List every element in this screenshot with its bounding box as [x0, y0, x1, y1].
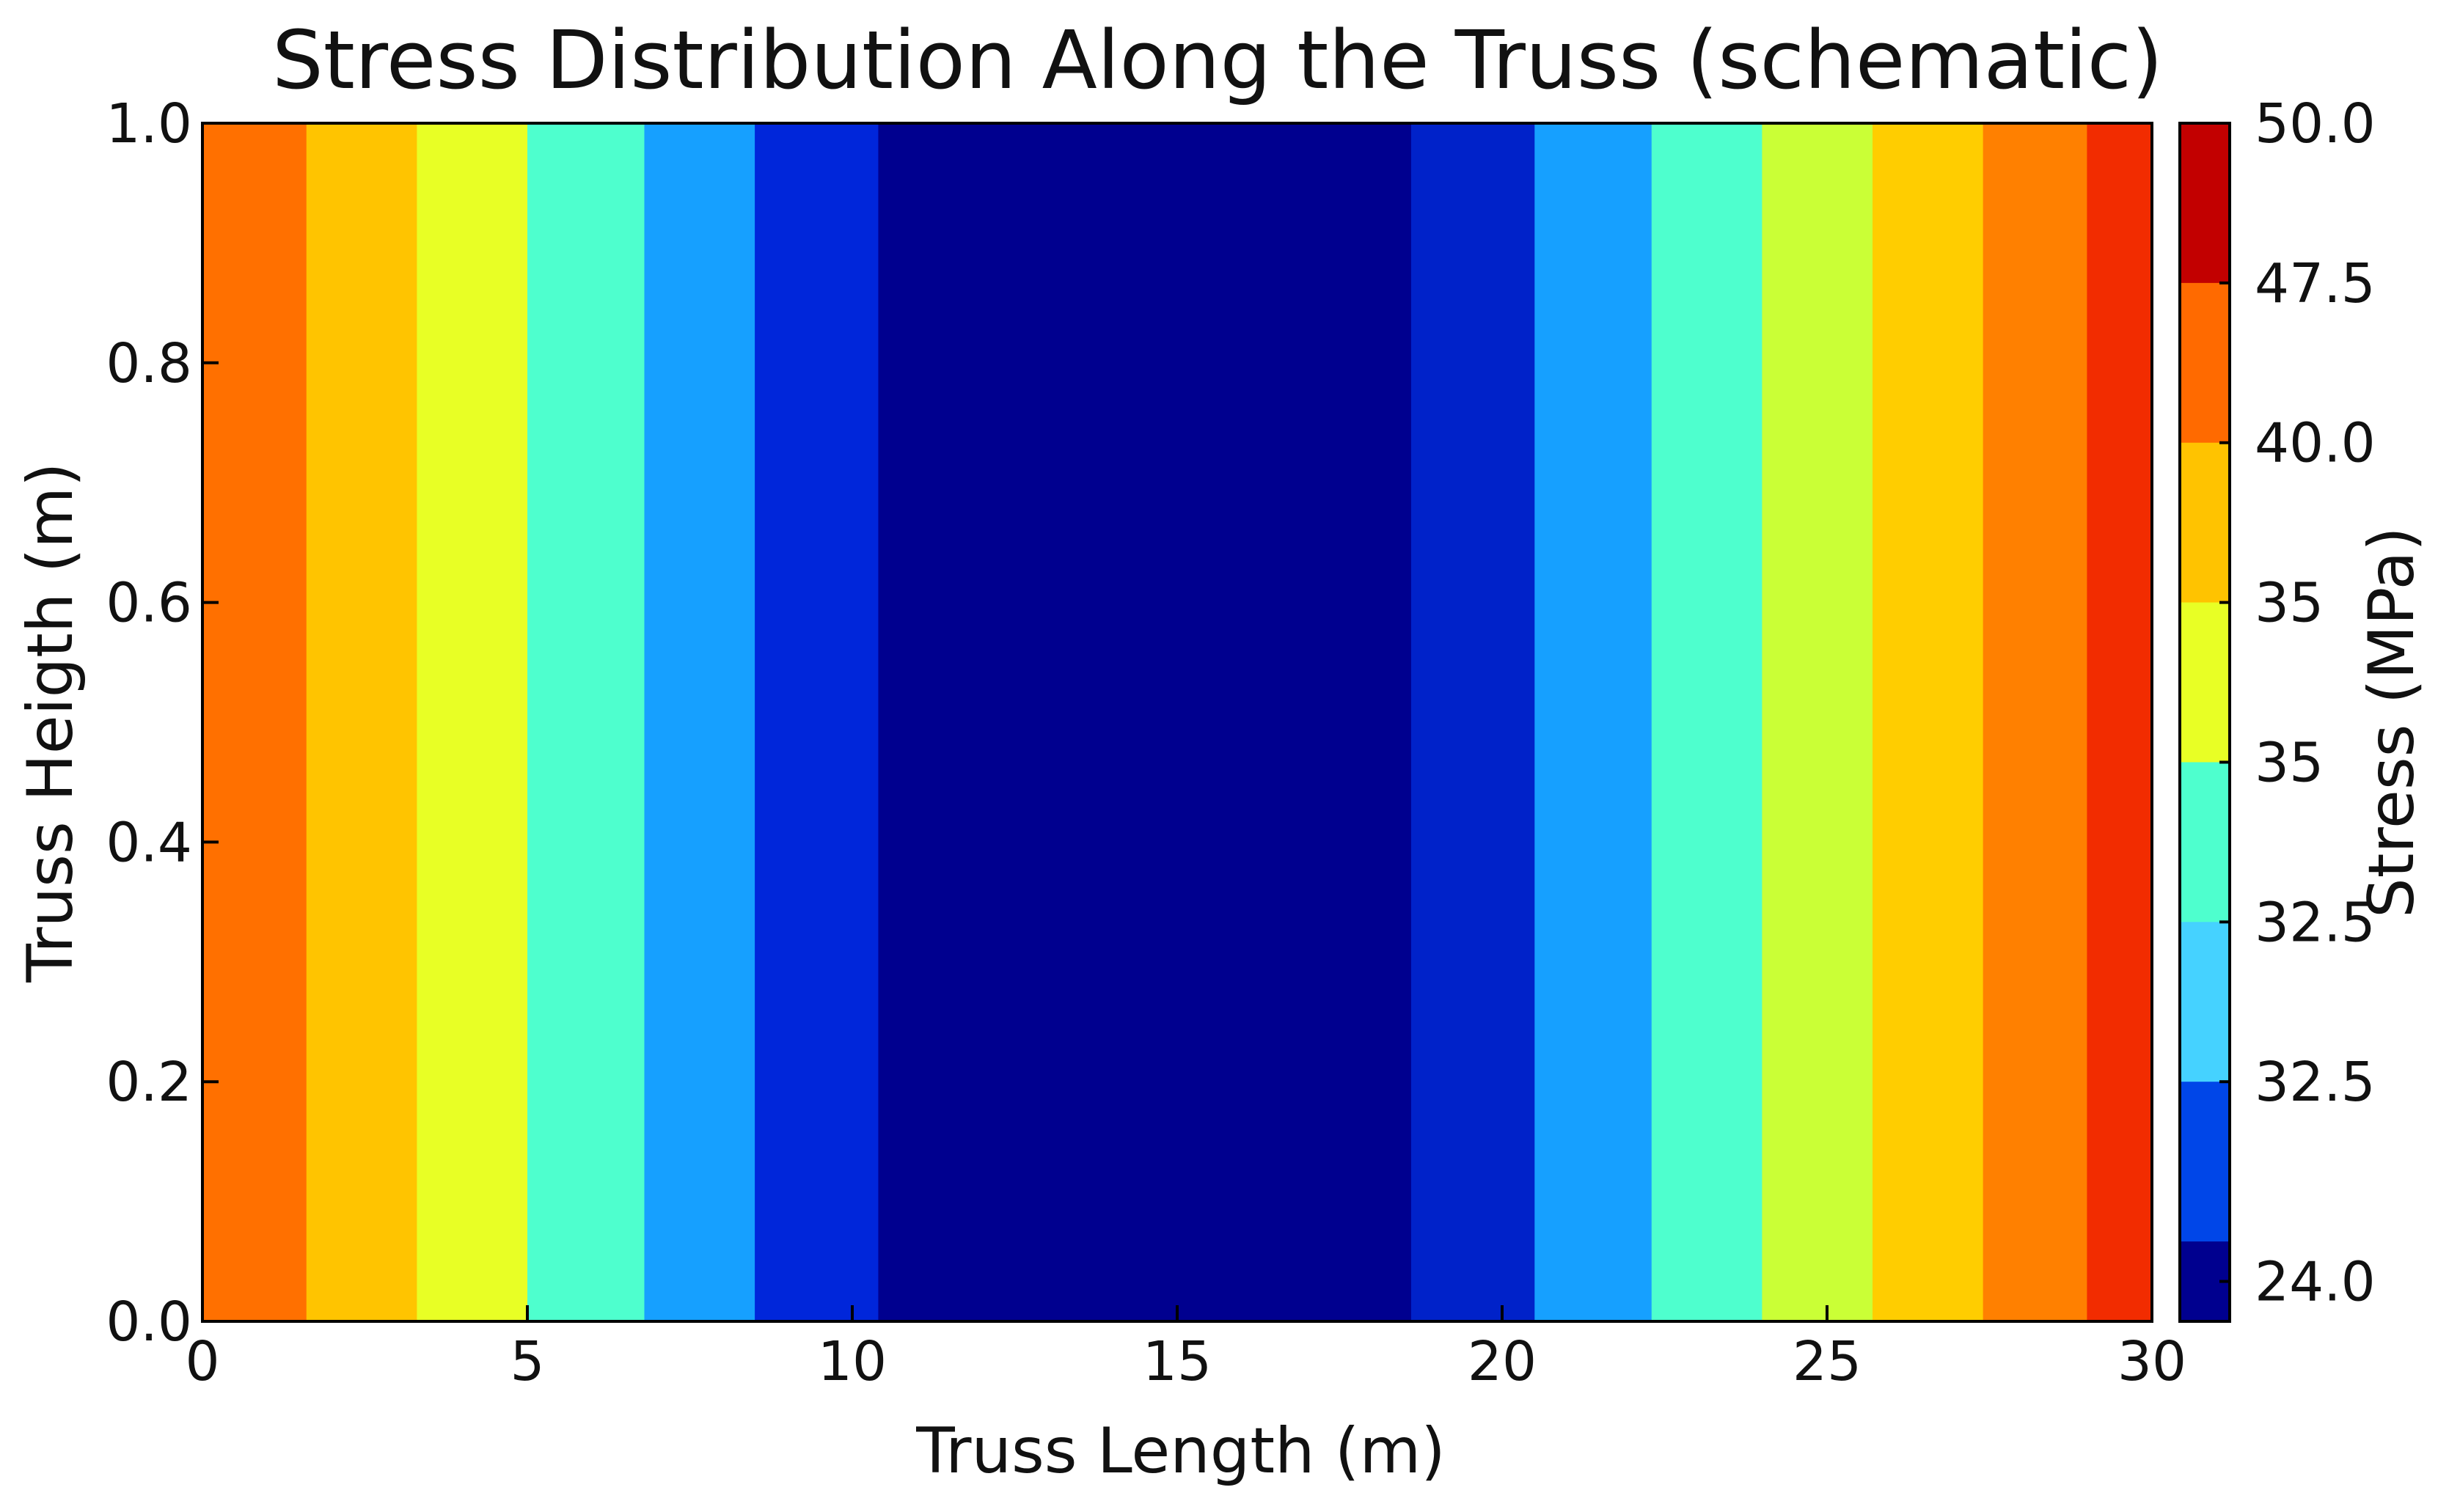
- colorbar-tick-label: 50.0: [2255, 92, 2376, 155]
- x-tick-label: 15: [1143, 1330, 1212, 1393]
- colorbar-segment-4: [2180, 762, 2230, 922]
- x-tick-label: 20: [1468, 1330, 1537, 1393]
- stress-band-4: [644, 123, 755, 1321]
- colorbar-ticks: 50.0 47.5 40.0 35 35 32.5 32.5 24.0: [2219, 92, 2376, 1314]
- colorbar-frame: [2178, 122, 2231, 1323]
- y-tick-label: 0.2: [106, 1051, 192, 1114]
- stress-bands: [202, 123, 2153, 1321]
- stress-band-9: [1651, 123, 1762, 1321]
- stress-band-0: [202, 123, 307, 1321]
- colorbar-segment-5: [2180, 922, 2230, 1082]
- stress-band-11: [1873, 123, 1984, 1321]
- y-tick-label: 0.6: [106, 572, 192, 635]
- colorbar-tick-label: 32.5: [2255, 1051, 2376, 1114]
- x-tick-label: 0: [185, 1330, 219, 1393]
- y-tick-label: 0.8: [106, 332, 192, 395]
- y-axis-ticks: 0.0 0.2 0.4 0.6 0.8 1.0: [106, 92, 219, 1354]
- stress-band-12: [1983, 123, 2087, 1321]
- stress-band-5: [755, 123, 879, 1321]
- stress-band-1: [306, 123, 417, 1321]
- colorbar-tick-label: 35: [2255, 572, 2324, 635]
- colorbar-segment-0: [2180, 123, 2230, 284]
- colorbar-tick-label: 47.5: [2255, 252, 2376, 315]
- stress-band-8: [1534, 123, 1652, 1321]
- y-tick-label: 0.4: [106, 811, 192, 874]
- y-axis-label: Truss Heigth (m): [14, 462, 87, 983]
- colorbar-segment-6: [2180, 1082, 2230, 1242]
- stress-band-3: [527, 123, 645, 1321]
- stress-band-6: [878, 123, 1412, 1321]
- colorbar-segment-3: [2180, 602, 2230, 763]
- x-axis-ticks: 0 5 10 15 20 25 30: [185, 1305, 2186, 1393]
- x-tick-label: 25: [1793, 1330, 1862, 1393]
- x-tick-label: 30: [2117, 1330, 2186, 1393]
- stress-band-2: [417, 123, 528, 1321]
- y-tick-label: 0.0: [106, 1291, 192, 1354]
- colorbar-tick-label: 32.5: [2255, 891, 2376, 954]
- x-axis-label: Truss Length (m): [915, 1414, 1446, 1488]
- colorbar-label: Stress (MPa): [2355, 526, 2428, 918]
- stress-band-13: [2087, 123, 2153, 1321]
- x-tick-label: 5: [510, 1330, 544, 1393]
- x-tick-label: 10: [818, 1330, 887, 1393]
- stress-band-7: [1410, 123, 1535, 1321]
- colorbar-segment-1: [2180, 282, 2230, 444]
- colorbar-tick-label: 35: [2255, 731, 2324, 794]
- colorbar-tick-label: 24.0: [2255, 1251, 2376, 1314]
- chart-title: Stress Distribution Along the Truss (sch…: [272, 13, 2163, 107]
- stress-band-10: [1762, 123, 1873, 1321]
- colorbar-tick-label: 40.0: [2255, 412, 2376, 475]
- colorbar-segment-2: [2180, 442, 2230, 603]
- y-tick-label: 1.0: [106, 92, 192, 155]
- colorbar: [2180, 123, 2230, 1322]
